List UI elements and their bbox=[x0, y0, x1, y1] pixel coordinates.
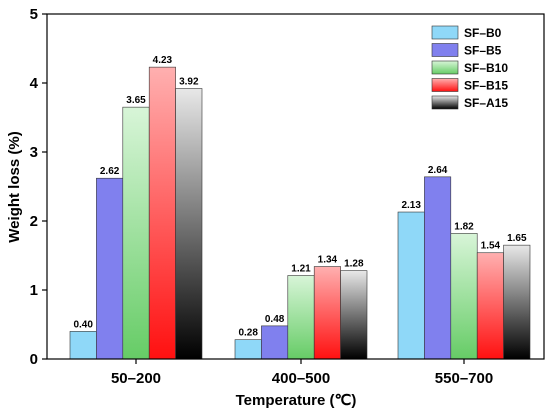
bar-sfa15-1 bbox=[340, 270, 368, 360]
data-label: 1.82 bbox=[454, 221, 474, 232]
bar-sfb0-2 bbox=[397, 211, 425, 360]
y-axis: 0 1 2 3 4 5 bbox=[30, 6, 47, 368]
y-tick-label: 4 bbox=[30, 75, 39, 92]
data-label: 4.23 bbox=[153, 55, 173, 66]
legend-swatch bbox=[431, 25, 459, 40]
bars-layer bbox=[69, 66, 531, 360]
plot-frame bbox=[46, 13, 545, 360]
bar-sfb10-0 bbox=[122, 106, 150, 360]
data-labels-layer: 0.40 2.62 3.65 4.23 3.92 0.28 0.48 1.21 1.34 1.28… bbox=[73, 55, 527, 339]
data-label: 1.21 bbox=[291, 264, 311, 275]
bar-sfb5-2 bbox=[424, 176, 452, 360]
y-tick-label: 3 bbox=[30, 144, 38, 161]
y-tick-label: 2 bbox=[30, 213, 38, 230]
bar-sfb15-2 bbox=[476, 252, 504, 360]
x-axis: 50–200 400–500 550–700 bbox=[111, 359, 493, 387]
x-axis-title: Temperature (℃) bbox=[236, 392, 357, 409]
bar-sfb10-1 bbox=[287, 275, 315, 360]
y-axis-title: Weight loss (%) bbox=[6, 131, 23, 242]
data-label: 0.48 bbox=[265, 314, 285, 325]
data-label: 2.64 bbox=[428, 165, 448, 176]
legend-label: SF–A15 bbox=[464, 96, 508, 110]
legend-label: SF–B15 bbox=[464, 79, 508, 93]
bar-sfb10-2 bbox=[450, 233, 478, 360]
bar-sfb0-0 bbox=[69, 331, 97, 360]
data-label: 1.54 bbox=[481, 241, 501, 252]
legend: SF–B0 SF–B5 SF–B10 SF–B15 SF–A15 bbox=[431, 25, 508, 110]
legend-label: SF–B0 bbox=[464, 26, 502, 40]
bar-sfb5-0 bbox=[96, 177, 124, 360]
bar-sfb5-1 bbox=[261, 325, 289, 360]
legend-label: SF–B10 bbox=[464, 61, 508, 75]
legend-swatch bbox=[431, 43, 459, 57]
data-label: 2.13 bbox=[401, 200, 421, 211]
y-tick-label: 1 bbox=[30, 282, 38, 299]
legend-swatch bbox=[431, 95, 459, 110]
data-label: 2.62 bbox=[100, 166, 120, 177]
x-category-label: 400–500 bbox=[272, 370, 330, 387]
data-label: 0.28 bbox=[238, 328, 258, 339]
x-category-label: 550–700 bbox=[435, 370, 493, 387]
data-label: 1.65 bbox=[507, 233, 527, 244]
bar-sfa15-0 bbox=[175, 88, 203, 360]
data-label: 3.65 bbox=[126, 95, 146, 106]
legend-swatch bbox=[431, 60, 459, 75]
y-tick-label: 0 bbox=[30, 351, 38, 368]
bar-sfb15-0 bbox=[148, 66, 176, 360]
bar-sfb15-1 bbox=[313, 266, 341, 360]
legend-swatch bbox=[431, 78, 459, 92]
legend-label: SF–B5 bbox=[464, 44, 502, 58]
bar-sfa15-2 bbox=[503, 244, 531, 360]
bar-sfb0-1 bbox=[234, 339, 262, 360]
data-label: 0.40 bbox=[73, 319, 93, 330]
data-label: 1.34 bbox=[318, 255, 338, 266]
y-tick-label: 5 bbox=[30, 6, 38, 23]
x-category-label: 50–200 bbox=[111, 370, 161, 387]
data-label: 1.28 bbox=[344, 259, 364, 270]
data-label: 3.92 bbox=[179, 77, 199, 88]
